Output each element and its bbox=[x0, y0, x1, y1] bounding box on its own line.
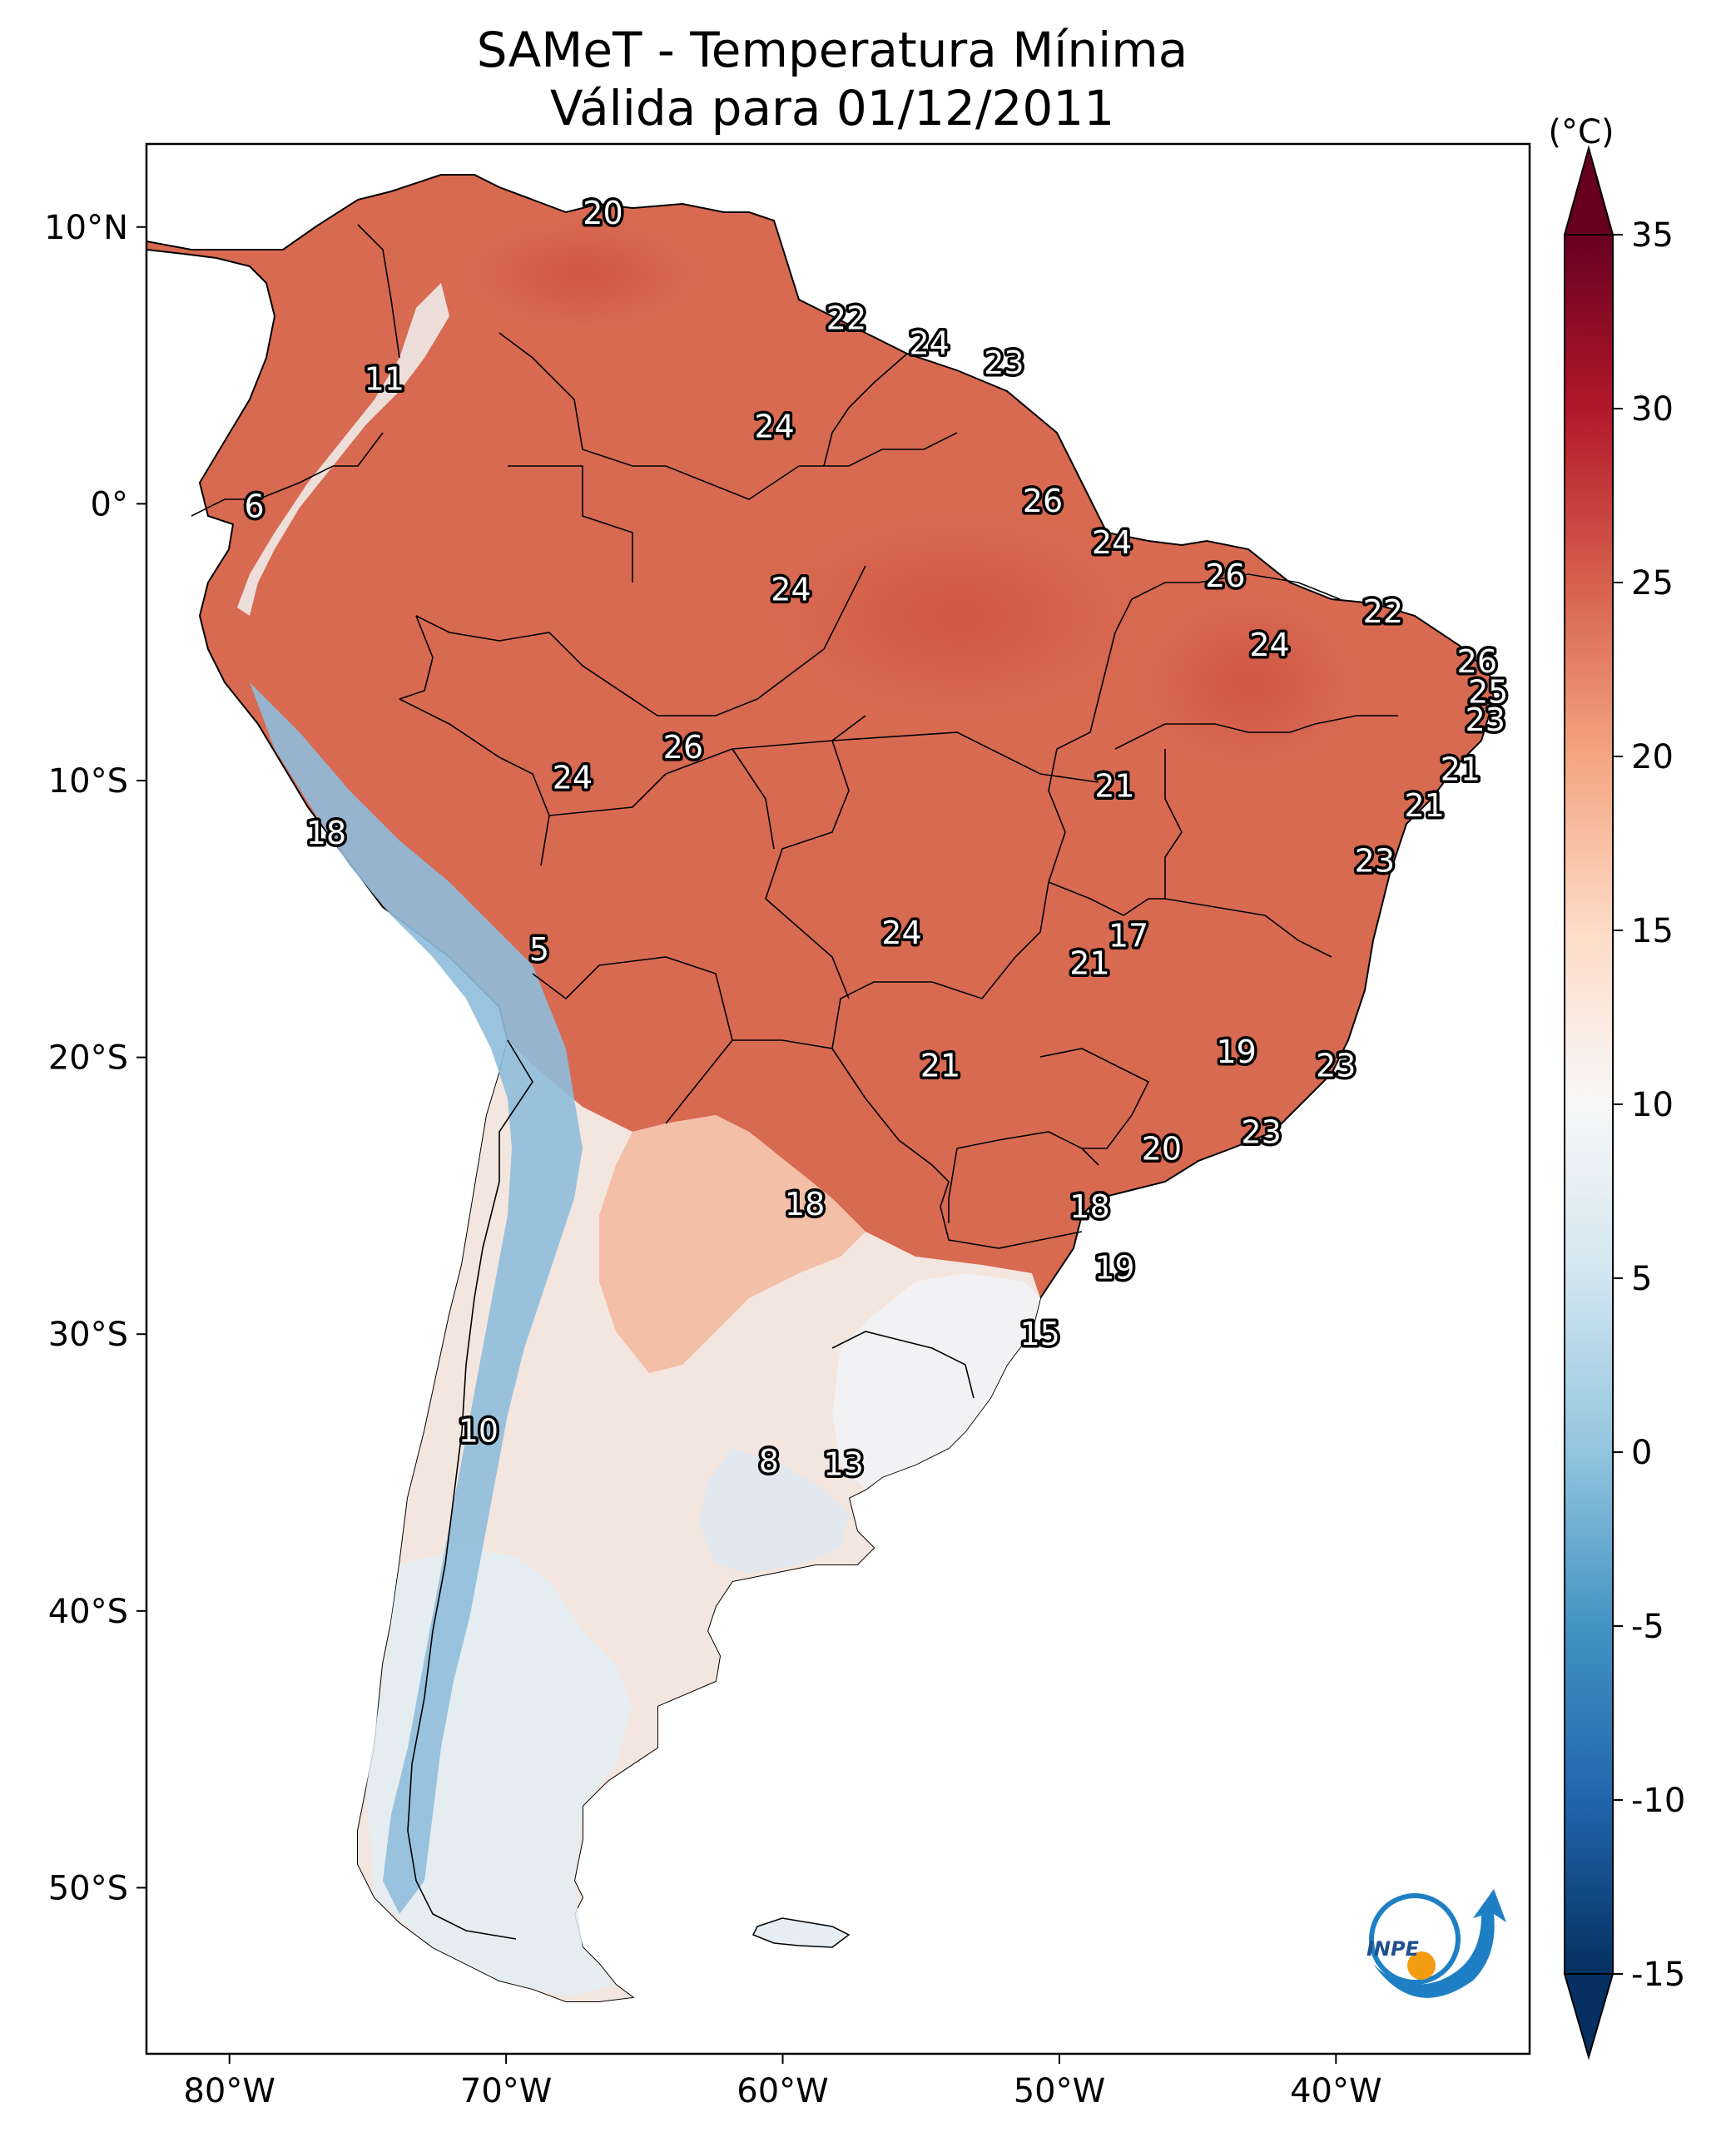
temperature-label: 19 bbox=[1216, 1034, 1256, 1070]
colorbar-tick-label: 20 bbox=[1631, 738, 1674, 776]
logo-sun bbox=[1407, 1951, 1436, 1980]
temperature-label: 24 bbox=[1092, 524, 1132, 561]
temperature-label: 22 bbox=[826, 300, 866, 337]
temperature-label: 13 bbox=[823, 1446, 863, 1483]
colorbar-gradient bbox=[1564, 234, 1614, 1975]
temperature-label: 10 bbox=[459, 1413, 498, 1450]
temperature-label: 24 bbox=[1249, 627, 1289, 663]
colorbar-tick-label: -15 bbox=[1631, 1956, 1685, 1994]
temperature-label: 23 bbox=[1241, 1113, 1281, 1150]
colorbar-tick-label: 25 bbox=[1631, 564, 1674, 602]
colorbar-tick-label: 30 bbox=[1631, 390, 1674, 429]
temperature-label: 24 bbox=[771, 572, 811, 608]
logo-text: INPE bbox=[1366, 1937, 1420, 1961]
colorbar-tick-label: 5 bbox=[1631, 1260, 1652, 1298]
colorbar-bottom-extend bbox=[1563, 1973, 1614, 2060]
colorbar-top-extend bbox=[1563, 145, 1614, 236]
temperature-label: 22 bbox=[1363, 593, 1403, 630]
lat-tick-label: 30°S bbox=[48, 1316, 128, 1354]
logo-ring bbox=[1369, 1893, 1461, 1985]
colorbar-tick-label: 10 bbox=[1631, 1086, 1674, 1124]
temperature-label: 18 bbox=[1069, 1188, 1109, 1225]
lat-tick-label: 20°S bbox=[48, 1039, 128, 1078]
temperature-label: 24 bbox=[754, 408, 794, 444]
pampas-cool bbox=[699, 1448, 849, 1573]
temperature-label: 25 bbox=[1468, 674, 1508, 711]
temperature-label: 21 bbox=[1069, 945, 1109, 982]
temperature-label: 18 bbox=[785, 1186, 825, 1222]
andes-cold-band bbox=[250, 682, 583, 1914]
temperature-label: 21 bbox=[920, 1048, 960, 1084]
temperature-label: 26 bbox=[663, 729, 703, 766]
temperature-label: 23 bbox=[1316, 1048, 1356, 1084]
colorbar-unit: (°C) bbox=[1548, 113, 1614, 151]
lat-tick-label: 50°S bbox=[48, 1869, 128, 1907]
temperature-label: 5 bbox=[529, 931, 549, 968]
temperature-label: 18 bbox=[306, 815, 346, 851]
colorbar-tick-label: 35 bbox=[1631, 216, 1674, 255]
temperature-label: 21 bbox=[1094, 768, 1134, 805]
lon-tick-label: 50°W bbox=[1014, 2072, 1105, 2110]
temperature-label: 26 bbox=[1205, 558, 1245, 594]
colorbar-tick-label: 15 bbox=[1631, 912, 1674, 950]
colorbar-tick-label: 0 bbox=[1631, 1434, 1652, 1472]
colorbar-ticks: 35 30 25 20 15 10 5 0 -5 -10 -15 bbox=[1613, 216, 1685, 1994]
temperature-label: 24 bbox=[553, 760, 593, 796]
title-line-2: Válida para 01/12/2011 bbox=[550, 80, 1114, 136]
inpe-logo: INPE bbox=[1366, 1889, 1506, 1998]
map-frame bbox=[145, 142, 1531, 2055]
temperature-label: 24 bbox=[881, 915, 921, 951]
falkland-islands bbox=[751, 1917, 851, 1948]
temperature-label: 26 bbox=[1023, 483, 1063, 519]
mid-region bbox=[599, 1115, 866, 1373]
andes-north-cold bbox=[237, 283, 449, 616]
temperature-label: 17 bbox=[1109, 917, 1148, 954]
temperature-label: 15 bbox=[1019, 1316, 1059, 1352]
temperature-label: 26 bbox=[1457, 643, 1497, 680]
lat-tick-label: 10°N bbox=[44, 209, 128, 247]
temperature-label: 23 bbox=[1466, 702, 1505, 738]
temperature-label: 11 bbox=[365, 361, 404, 398]
warm-core-amazon bbox=[766, 508, 1148, 724]
temperature-label: 21 bbox=[1441, 751, 1481, 788]
colorbar-tick-label: -10 bbox=[1631, 1782, 1685, 1820]
lon-tick-label: 70°W bbox=[460, 2072, 552, 2110]
longitude-ticks: 80°W 70°W 60°W 50°W 40°W bbox=[183, 2054, 1382, 2110]
title-line-1: SAMeT - Temperatura Mínima bbox=[477, 22, 1188, 78]
colorbar: (°C) 35 30 25 20 15 10 5 0 -5 -10 -15 bbox=[1548, 113, 1685, 2060]
warm-core-venezuela bbox=[458, 216, 707, 333]
temperature-label: 19 bbox=[1094, 1249, 1134, 1286]
logo-swoosh bbox=[1373, 1889, 1506, 1998]
temperature-label: 23 bbox=[984, 345, 1024, 381]
temperature-label: 21 bbox=[1405, 787, 1445, 824]
lon-tick-label: 80°W bbox=[183, 2072, 275, 2110]
lat-tick-label: 0° bbox=[91, 485, 128, 523]
temperature-label: 23 bbox=[1355, 842, 1395, 879]
latitude-ticks: 10°N 0° 10°S 20°S 30°S 40°S 50°S bbox=[44, 209, 146, 1907]
lon-tick-label: 40°W bbox=[1290, 2072, 1381, 2110]
temperature-label: 8 bbox=[759, 1443, 779, 1480]
lat-tick-label: 40°S bbox=[48, 1593, 128, 1631]
temperature-label: 24 bbox=[910, 325, 950, 361]
uruguay-cool bbox=[832, 1273, 1040, 1490]
colorbar-tick-label: -5 bbox=[1631, 1608, 1664, 1646]
warm-core-northeast bbox=[1132, 591, 1365, 774]
temperature-label: 6 bbox=[245, 488, 265, 525]
temperature-label: 20 bbox=[583, 195, 622, 231]
lat-tick-label: 10°S bbox=[48, 762, 128, 801]
temperature-label: 20 bbox=[1142, 1130, 1182, 1167]
lon-tick-label: 60°W bbox=[737, 2072, 828, 2110]
map-area bbox=[146, 144, 1530, 2054]
political-borders bbox=[191, 224, 1398, 1940]
